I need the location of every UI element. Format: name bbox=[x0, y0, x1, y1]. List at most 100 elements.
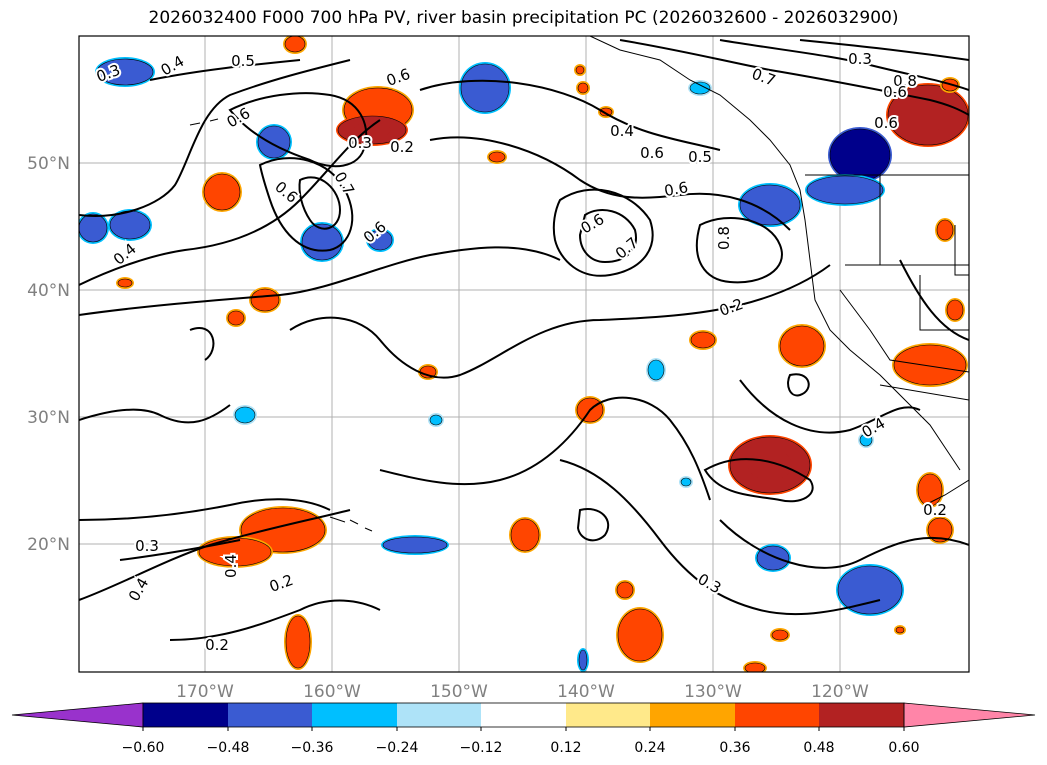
precip-area-core bbox=[285, 615, 311, 669]
precip-negative-area bbox=[459, 62, 511, 114]
colorbar-frame bbox=[142, 702, 905, 728]
lat-label-40n: 40°N bbox=[27, 281, 70, 301]
colorbar-tick: −0.24 bbox=[376, 740, 419, 756]
precip-positive-area bbox=[743, 661, 767, 672]
precip-area-core bbox=[599, 107, 613, 117]
precip-positive-area bbox=[116, 277, 134, 289]
precip-negative-area bbox=[577, 648, 589, 672]
colorbar-segment bbox=[228, 703, 312, 727]
colorbar-tick-labels: −0.60 −0.48 −0.36 −0.24 −0.12 0.12 0.24 … bbox=[122, 740, 920, 756]
precip-area-core bbox=[837, 565, 903, 615]
precip-area-core bbox=[806, 175, 884, 205]
precip-negative-area bbox=[381, 535, 449, 555]
colorbar-tick: −0.48 bbox=[207, 740, 250, 756]
precip-positive-area bbox=[894, 625, 906, 635]
precip-positive-area bbox=[689, 330, 717, 350]
precip-positive-area bbox=[935, 218, 955, 242]
precip-area-core bbox=[488, 151, 506, 163]
precip-positive-area bbox=[728, 435, 812, 495]
precip-area-core bbox=[771, 629, 789, 641]
precip-area-core bbox=[744, 662, 766, 672]
precip-area-core bbox=[250, 288, 280, 312]
lat-label-20n: 20°N bbox=[27, 535, 70, 555]
precip-area-core bbox=[680, 477, 692, 487]
precip-area-core bbox=[234, 406, 256, 424]
colorbar-extend-low bbox=[11, 702, 144, 728]
colorbar-tick: 0.48 bbox=[803, 740, 834, 756]
precip-negative-area bbox=[828, 127, 892, 183]
contour-label: 0.2 bbox=[390, 138, 414, 156]
precip-positive-area bbox=[778, 324, 826, 368]
lon-label-120w: 120°W bbox=[811, 682, 869, 702]
precip-area-core bbox=[96, 58, 154, 86]
colorbar-tick: −0.36 bbox=[291, 740, 334, 756]
precip-area-core bbox=[616, 581, 634, 599]
precip-positive-area bbox=[487, 150, 507, 164]
lat-label-30n: 30°N bbox=[27, 408, 70, 428]
contour-label: 0.3 bbox=[135, 537, 159, 555]
precip-negative-area bbox=[805, 174, 885, 206]
precip-negative-area bbox=[646, 358, 666, 382]
colorbar-segment bbox=[312, 703, 397, 727]
precip-area-core bbox=[895, 626, 905, 634]
precip-area-core bbox=[779, 325, 825, 367]
precip-positive-area bbox=[249, 287, 281, 313]
colorbar-segment bbox=[819, 703, 904, 727]
lon-label-130w: 130°W bbox=[684, 682, 742, 702]
precip-negative-area bbox=[366, 228, 394, 252]
precip-area-core bbox=[203, 173, 241, 211]
precip-positive-area bbox=[598, 106, 614, 118]
precip-negative-area bbox=[300, 222, 344, 262]
precip-negative-area bbox=[679, 476, 693, 488]
precip-area-core bbox=[690, 331, 716, 349]
contour-label: 0.4 bbox=[610, 122, 634, 140]
colorbar-segment bbox=[735, 703, 819, 727]
precip-negative-area bbox=[79, 212, 109, 244]
precip-area-core bbox=[893, 344, 967, 386]
contour-label: 0.2 bbox=[923, 501, 947, 519]
precip-area-core bbox=[301, 223, 343, 261]
precip-negative-area bbox=[256, 124, 292, 160]
precip-positive-area bbox=[509, 517, 541, 553]
colorbar-tick: −0.60 bbox=[122, 740, 165, 756]
precip-negative-area bbox=[428, 413, 444, 427]
precip-area-core bbox=[647, 359, 665, 381]
precip-positive-area bbox=[226, 309, 246, 327]
colorbar-tick: 0.60 bbox=[888, 740, 919, 756]
map-frame bbox=[78, 35, 970, 673]
contour-label: 0.8 bbox=[715, 226, 733, 250]
contour-label: 0.5 bbox=[688, 148, 712, 166]
precip-area-core bbox=[257, 125, 291, 159]
map-plot-area bbox=[79, 36, 969, 672]
precip-positive-area bbox=[574, 64, 586, 76]
contour-label: 0.5 bbox=[231, 52, 255, 70]
precip-area-core bbox=[936, 219, 954, 241]
precip-area-core bbox=[460, 63, 510, 113]
colorbar-segment bbox=[397, 703, 481, 727]
precip-area-core bbox=[739, 184, 801, 226]
precip-negative-area bbox=[836, 564, 904, 616]
lat-label-50n: 50°N bbox=[27, 154, 70, 174]
contour-label: 0.8 bbox=[893, 72, 917, 90]
pv-contours bbox=[79, 39, 969, 641]
contour-label: 0.6 bbox=[640, 144, 664, 162]
precip-area-core bbox=[689, 81, 711, 95]
colorbar-tick: 0.36 bbox=[719, 740, 750, 756]
precip-area-core bbox=[117, 278, 133, 288]
precip-positive-area bbox=[336, 114, 408, 146]
precip-positive-area bbox=[202, 172, 242, 212]
precip-area-core bbox=[617, 608, 663, 662]
precip-positive-area bbox=[616, 607, 664, 663]
precip-area-core bbox=[284, 36, 306, 53]
longitude-labels: 170°W 160°W 150°W 140°W 130°W 120°W bbox=[176, 682, 869, 702]
precip-area-core bbox=[227, 310, 245, 326]
precip-positive-area bbox=[283, 36, 307, 54]
precip-negative-area bbox=[755, 544, 791, 572]
precip-area-core bbox=[577, 82, 589, 94]
precip-area-core bbox=[927, 517, 953, 543]
contour-label: 0.6 bbox=[883, 83, 907, 101]
precip-area-core bbox=[382, 536, 448, 554]
precip-area-peak bbox=[843, 140, 877, 170]
precip-negative-area bbox=[688, 80, 712, 96]
